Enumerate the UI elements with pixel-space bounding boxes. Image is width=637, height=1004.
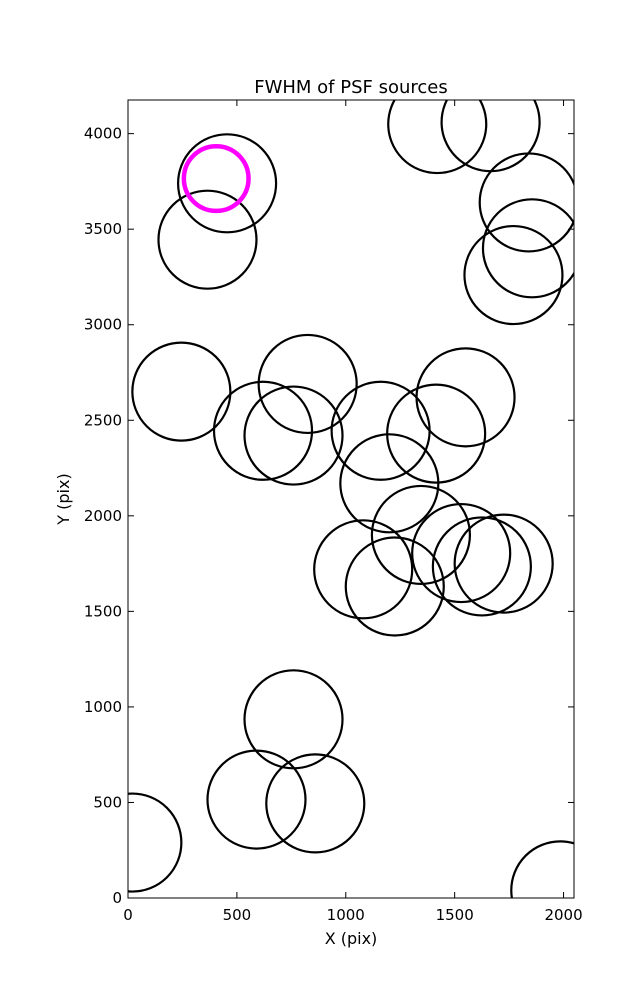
x-tick-label: 2000 <box>544 906 582 924</box>
psf-source-marker <box>176 133 278 234</box>
x-tick-label: 0 <box>123 906 133 924</box>
y-tick-label: 3000 <box>84 316 122 334</box>
y-tick-label: 3500 <box>84 220 122 238</box>
psf-source-marker <box>243 385 344 486</box>
x-tick-label: 1500 <box>436 906 474 924</box>
y-tick-label: 2500 <box>84 411 122 429</box>
psf-source-marker <box>157 189 258 290</box>
psf-source-marker <box>243 669 344 770</box>
y-axis-label: Y (pix) <box>54 473 73 525</box>
y-tick-label: 1000 <box>84 698 122 716</box>
y-tick-label: 2000 <box>84 507 122 525</box>
psf-source-marker <box>257 333 358 435</box>
plot-area <box>128 100 574 898</box>
psf-source-marker <box>440 100 541 173</box>
psf-source-marker <box>510 840 574 898</box>
psf-source-marker <box>131 341 232 442</box>
psf-source-marker <box>463 224 564 326</box>
psf-source-marker <box>344 536 445 637</box>
psf-source-marker <box>431 516 532 617</box>
chart-title: FWHM of PSF sources <box>254 77 448 98</box>
x-tick-label: 1000 <box>327 906 365 924</box>
highlight-source-marker <box>181 143 251 214</box>
psf-source-marker <box>330 380 431 481</box>
y-tick-label: 500 <box>93 793 122 811</box>
plot-frame <box>127 99 575 899</box>
psf-source-marker <box>411 502 512 604</box>
psf-source-marker <box>212 380 314 481</box>
psf-source-marker <box>453 513 554 614</box>
psf-source-marker <box>387 100 488 175</box>
psf-source-marker <box>206 749 307 850</box>
x-axis: 0 500 1000 1500 2000 <box>123 100 583 924</box>
y-tick-label: 0 <box>112 889 122 907</box>
psf-source-marker <box>265 753 366 854</box>
x-axis-label: X (pix) <box>325 929 378 948</box>
y-axis: 0 500 1000 1500 2000 2500 3000 3500 4000 <box>84 125 574 907</box>
psf-source-marker <box>478 152 574 253</box>
psf-source-marker <box>415 347 516 448</box>
psf-source-marker <box>481 198 574 299</box>
x-tick-label: 500 <box>223 906 252 924</box>
psf-source-marker <box>313 519 414 620</box>
psf-source-marker <box>128 792 183 893</box>
y-tick-label: 1500 <box>84 602 122 620</box>
psf-source-marker <box>386 383 487 484</box>
y-tick-label: 4000 <box>84 125 122 143</box>
psf-source-marker <box>370 484 472 586</box>
